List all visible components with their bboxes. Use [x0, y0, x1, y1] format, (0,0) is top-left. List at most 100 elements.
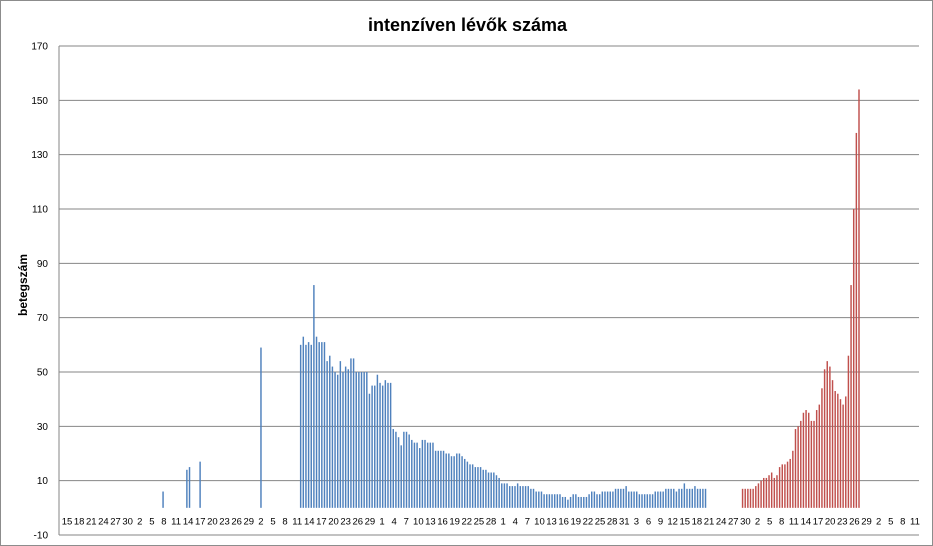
bar — [667, 488, 670, 508]
bar — [567, 499, 569, 508]
bar — [532, 488, 535, 508]
bar — [755, 486, 757, 508]
bar — [299, 344, 302, 508]
bar — [829, 366, 831, 508]
bar — [392, 429, 395, 508]
bar — [342, 372, 344, 508]
x-tick-label: 5 — [270, 516, 275, 527]
bar — [641, 494, 643, 508]
bar — [336, 374, 339, 508]
bar — [852, 209, 855, 508]
bar — [482, 469, 484, 508]
x-tick-label: 15 — [62, 516, 73, 527]
bar — [659, 491, 662, 508]
bar — [561, 496, 564, 508]
x-tick-label: 4 — [513, 516, 518, 527]
bar — [485, 469, 487, 508]
bar — [450, 456, 453, 508]
bar — [503, 483, 506, 508]
x-tick-label: 2 — [755, 516, 760, 527]
bar — [456, 453, 458, 508]
bar — [329, 355, 331, 508]
x-tick-label: 11 — [789, 516, 799, 527]
bar — [424, 439, 426, 508]
bar — [845, 396, 847, 508]
x-tick-label: 27 — [728, 516, 739, 527]
bar — [199, 461, 201, 508]
x-tick-label: 22 — [583, 516, 594, 527]
x-tick-label: 1 — [500, 516, 505, 527]
bar — [453, 456, 455, 508]
bar — [800, 420, 802, 508]
bar — [421, 439, 424, 508]
bar — [847, 355, 850, 508]
bar — [395, 431, 397, 508]
x-tick-label: 13 — [546, 516, 557, 527]
bar — [606, 491, 609, 508]
bar — [363, 372, 365, 508]
bar — [347, 369, 350, 508]
bar — [339, 361, 342, 508]
bar — [575, 494, 577, 508]
bar — [813, 420, 815, 508]
bar — [360, 372, 363, 508]
x-tick-label: 11 — [292, 516, 302, 527]
x-tick-label: 9 — [658, 516, 663, 527]
bar — [448, 453, 450, 508]
bar — [683, 483, 686, 508]
bar — [384, 380, 387, 508]
x-tick-label: 5 — [888, 516, 893, 527]
bar — [432, 442, 434, 508]
bar — [466, 461, 469, 508]
bar — [612, 491, 614, 508]
bar — [596, 494, 598, 508]
x-tick-label: 5 — [767, 516, 772, 527]
x-tick-label: 26 — [352, 516, 363, 527]
bar — [445, 453, 447, 508]
y-tick-labels: -10 10 30 50 70 90 110 130 150 170 — [31, 42, 48, 542]
x-tick-label: 7 — [525, 516, 530, 527]
bar — [604, 491, 606, 508]
bar — [673, 488, 675, 508]
bar — [559, 494, 561, 508]
bar — [569, 496, 572, 508]
bar — [646, 494, 649, 508]
bar — [366, 372, 368, 508]
bar — [400, 445, 402, 508]
bar — [765, 477, 768, 508]
bar — [543, 494, 545, 508]
bar — [162, 491, 164, 508]
bar — [747, 488, 749, 508]
x-tick-label: 11 — [910, 516, 920, 527]
bar — [493, 472, 495, 508]
bar — [442, 450, 445, 508]
x-tick-label: 29 — [861, 516, 872, 527]
bar — [577, 496, 580, 508]
bar — [694, 486, 696, 508]
x-tick-label: 23 — [340, 516, 351, 527]
bar — [479, 467, 482, 508]
x-tick-label: 2 — [258, 516, 263, 527]
bar — [625, 486, 627, 508]
x-tick-label: 28 — [607, 516, 618, 527]
bar — [614, 488, 617, 508]
x-tick-label: 23 — [219, 516, 230, 527]
bar — [760, 480, 762, 508]
bar — [387, 382, 389, 508]
bar — [834, 391, 836, 508]
x-tick-label: 4 — [391, 516, 396, 527]
bar — [302, 336, 305, 508]
bar — [662, 491, 664, 508]
bar — [331, 366, 334, 508]
bar — [778, 467, 781, 508]
bar — [434, 450, 437, 508]
bar — [622, 488, 625, 508]
x-tick-label: 2 — [876, 516, 881, 527]
bar — [490, 472, 492, 508]
x-tick-label: 12 — [667, 516, 678, 527]
bar — [408, 434, 410, 508]
bar — [461, 456, 463, 508]
bar — [678, 488, 680, 508]
y-tick-label: 10 — [37, 476, 49, 487]
